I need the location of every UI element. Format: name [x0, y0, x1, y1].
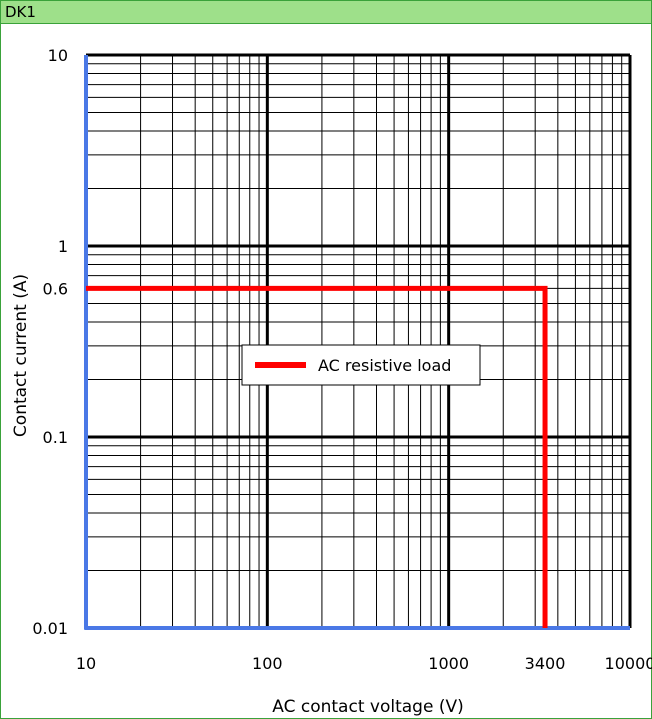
x-tick-label: 100: [252, 654, 283, 673]
legend: AC resistive load: [241, 344, 481, 386]
y-tick-label: 1: [58, 237, 68, 256]
tick-labels: 10 100 1000 3400 10000 10 1 0.6 0.1 0.01: [32, 46, 652, 673]
axes: [84, 55, 630, 630]
y-tick-label: 0.01: [32, 619, 68, 638]
x-axis-label: AC contact voltage (V): [272, 697, 463, 717]
title-bar: DK1: [1, 1, 651, 24]
x-tick-label: 10: [76, 654, 96, 673]
x-tick-label: 3400: [525, 654, 566, 673]
legend-label: AC resistive load: [318, 356, 451, 375]
minor-grid: [86, 55, 630, 628]
x-tick-label: 1000: [428, 654, 469, 673]
series-layer: [86, 285, 548, 628]
y-tick-label: 0.6: [43, 279, 68, 298]
series-line: [86, 285, 548, 628]
major-grid: [84, 53, 632, 630]
chart-title: DK1: [5, 3, 36, 21]
y-axis-label: Contact current (A): [11, 274, 31, 437]
y-tick-label: 0.1: [43, 428, 68, 447]
y-tick-label: 10: [48, 46, 68, 65]
x-tick-label: 10000: [605, 654, 652, 673]
